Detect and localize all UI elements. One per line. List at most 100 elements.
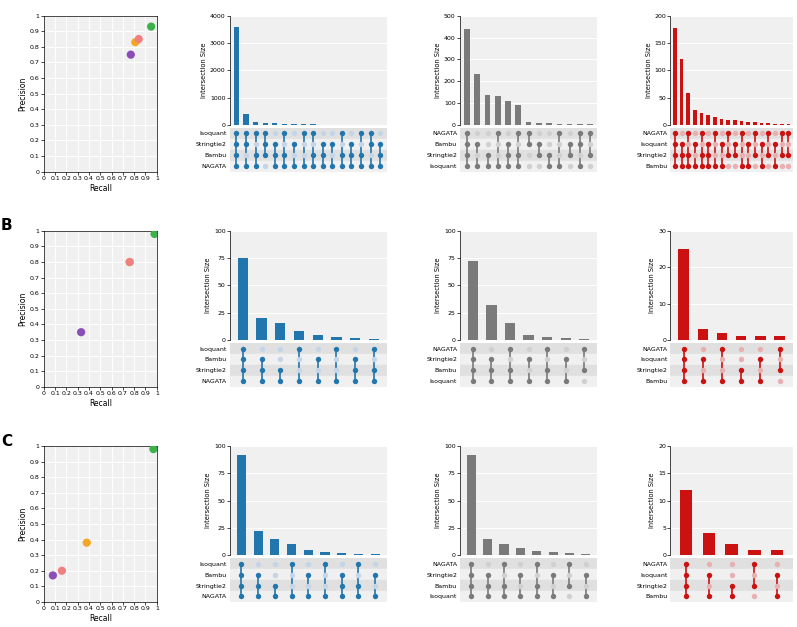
Point [543,161,556,171]
Bar [230,558,387,569]
Point [775,139,788,149]
Bar [238,258,248,340]
Point [553,150,566,161]
Point [274,366,287,376]
Point [124,257,136,267]
Point [319,581,332,591]
Point [330,354,343,364]
Point [288,161,300,171]
Bar [474,73,480,125]
Bar [577,124,583,125]
Bar [670,569,793,580]
Point [514,559,527,569]
Point [75,327,88,337]
Bar [773,124,777,125]
Bar [579,339,590,340]
Point [249,129,262,139]
Bar [243,114,249,125]
Point [461,150,473,161]
Point [578,376,591,386]
Point [532,139,545,149]
Bar [486,305,497,340]
Point [297,129,310,139]
Point [336,591,348,601]
Point [465,591,477,601]
Point [773,354,786,364]
Point [336,559,348,569]
Point [471,161,484,171]
Point [56,566,69,576]
Bar [524,335,534,340]
Bar [678,249,689,340]
Point [326,129,339,139]
Point [514,569,527,579]
Point [756,150,768,161]
Point [547,591,559,601]
Point [677,354,690,364]
Point [288,129,300,139]
Point [312,366,324,376]
Point [349,376,362,386]
Point [312,376,324,386]
Point [297,161,310,171]
Bar [693,110,697,125]
Point [514,581,527,591]
Point [754,354,767,364]
Point [497,559,510,569]
Point [345,129,358,139]
Point [702,581,715,591]
Point [773,376,786,386]
Point [497,569,510,579]
Point [512,139,524,149]
Point [709,161,721,171]
Point [583,139,596,149]
Point [364,150,377,161]
Point [669,161,681,171]
Point [540,354,553,364]
Point [773,344,786,354]
Point [288,150,300,161]
Bar [320,552,330,555]
Bar [500,544,508,555]
Point [540,344,553,354]
Point [675,129,688,139]
Point [775,129,788,139]
Bar [771,550,783,555]
Point [725,581,738,591]
Point [522,139,535,149]
Bar [670,354,793,365]
Bar [767,124,770,125]
Point [336,129,348,139]
Bar [670,365,793,376]
Bar [230,343,387,354]
Point [492,150,505,161]
Point [461,161,473,171]
Bar [680,490,693,555]
Point [762,129,775,139]
Bar [740,121,744,125]
Point [269,581,281,591]
Point [285,569,298,579]
Bar [230,591,387,602]
Point [302,569,315,579]
Y-axis label: Intersection Size: Intersection Size [205,258,211,313]
Bar [483,539,492,555]
Point [702,591,715,601]
Point [563,569,576,579]
Bar [354,554,363,555]
Point [702,559,715,569]
Point [501,129,514,139]
Point [702,569,715,579]
Point [336,139,348,149]
Point [680,581,693,591]
Point [497,581,510,591]
Point [330,376,343,386]
Point [292,344,305,354]
Bar [468,261,478,340]
Point [285,559,298,569]
Point [543,150,556,161]
Point [269,569,281,579]
Point [285,581,298,591]
Point [722,139,735,149]
Point [288,139,300,149]
